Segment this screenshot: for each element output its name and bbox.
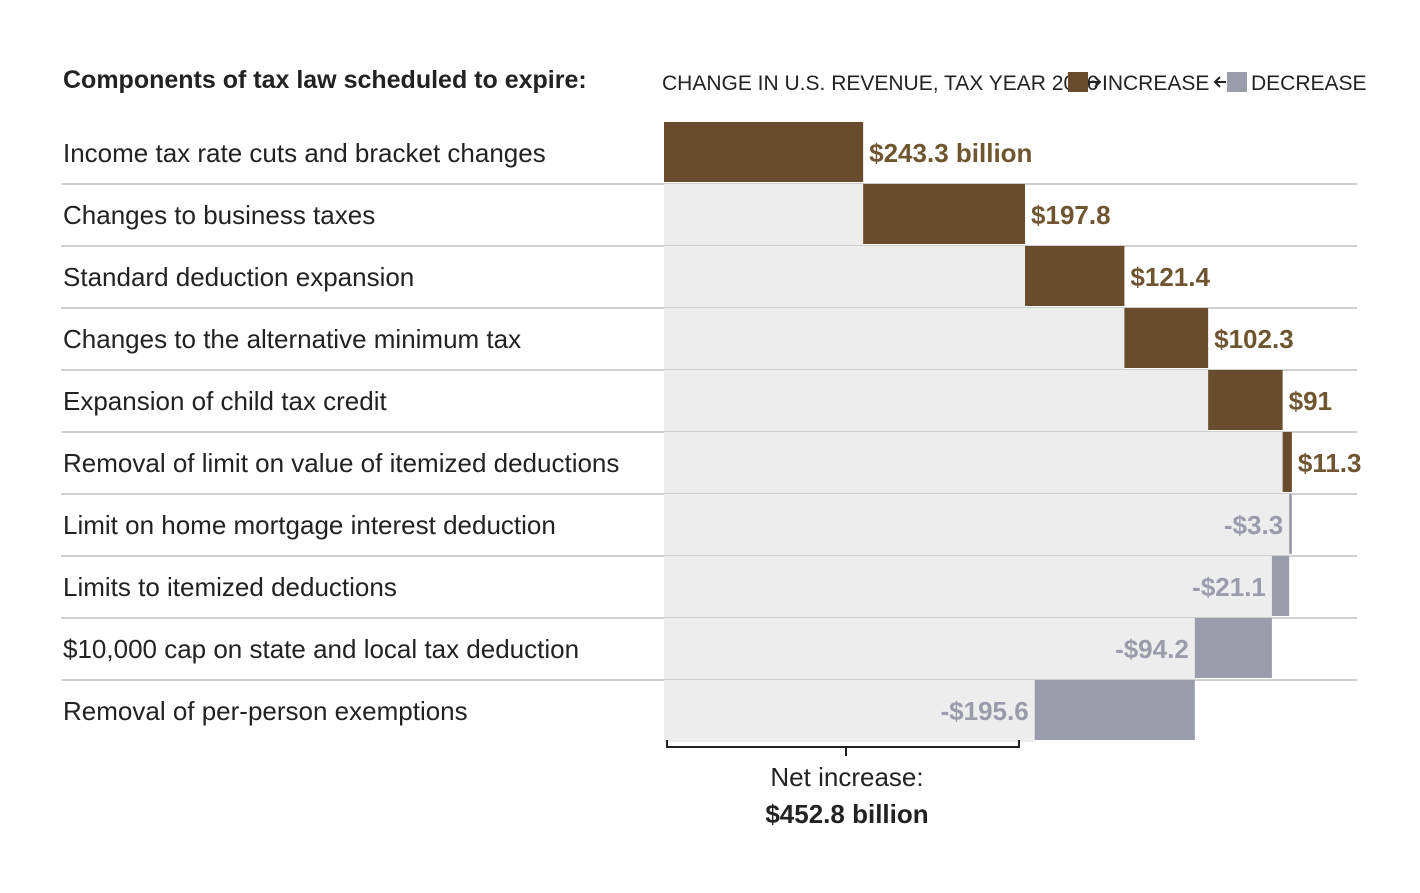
chart-title: Components of tax law scheduled to expir… — [63, 66, 587, 94]
net-increase-label: Net increase: — [770, 762, 923, 792]
row-background-band — [664, 370, 1209, 432]
legend-increase-swatch — [1068, 72, 1088, 92]
waterfall-bar — [1034, 680, 1195, 740]
row-background-band — [664, 680, 1035, 742]
waterfall-bar — [1271, 556, 1290, 616]
chart-subtitle: CHANGE IN U.S. REVENUE, TAX YEAR 2026 — [662, 72, 1098, 95]
row-label: Standard deduction expansion — [63, 262, 414, 292]
row-label: Limits to itemized deductions — [63, 572, 397, 602]
legend-decrease-label: DECREASE — [1251, 72, 1367, 95]
waterfall-bar — [1208, 370, 1283, 430]
row-label: $10,000 cap on state and local tax deduc… — [63, 634, 579, 664]
legend-decrease-swatch — [1227, 72, 1247, 92]
legend-increase-arrow-icon — [1089, 76, 1102, 88]
row-label: Removal of per-person exemptions — [63, 696, 468, 726]
waterfall-bar — [1124, 308, 1209, 368]
row-label: Changes to business taxes — [63, 200, 375, 230]
row-label: Limit on home mortgage interest deductio… — [63, 510, 556, 540]
legend-decrease-arrow-icon — [1213, 76, 1226, 88]
row-label: Changes to the alternative minimum tax — [63, 324, 521, 354]
row-label: Income tax rate cuts and bracket changes — [63, 138, 546, 168]
row-background-band — [664, 556, 1272, 618]
net-bracket — [666, 740, 1020, 756]
value-label: -$21.1 — [1192, 572, 1266, 602]
value-label: $197.8 — [1031, 200, 1111, 230]
waterfall-bar — [1282, 432, 1292, 492]
row-background-band — [664, 308, 1125, 370]
value-label: $243.3 billion — [869, 138, 1032, 168]
net-increase-value: $452.8 billion — [765, 799, 928, 829]
row-background-band — [664, 184, 864, 246]
value-label: -$94.2 — [1115, 634, 1189, 664]
value-label: -$195.6 — [941, 696, 1029, 726]
row-label: Removal of limit on value of itemized de… — [63, 448, 619, 478]
waterfall-bar — [664, 122, 864, 182]
waterfall-bar — [1289, 494, 1292, 554]
row-background-band — [664, 618, 1195, 680]
waterfall-bar — [1194, 618, 1272, 678]
value-label: $11.3 — [1298, 448, 1362, 478]
legend-increase-label: INCREASE — [1102, 72, 1209, 95]
waterfall-bar — [1025, 246, 1125, 306]
value-label: $102.3 — [1214, 324, 1294, 354]
value-label: $91 — [1289, 386, 1332, 416]
row-background-band — [664, 246, 1026, 308]
row-background-band — [664, 432, 1283, 494]
row-background-band — [664, 494, 1290, 556]
value-label: -$3.3 — [1224, 510, 1283, 540]
row-label: Expansion of child tax credit — [63, 386, 388, 416]
waterfall-bar — [863, 184, 1026, 244]
value-label: $121.4 — [1130, 262, 1210, 292]
